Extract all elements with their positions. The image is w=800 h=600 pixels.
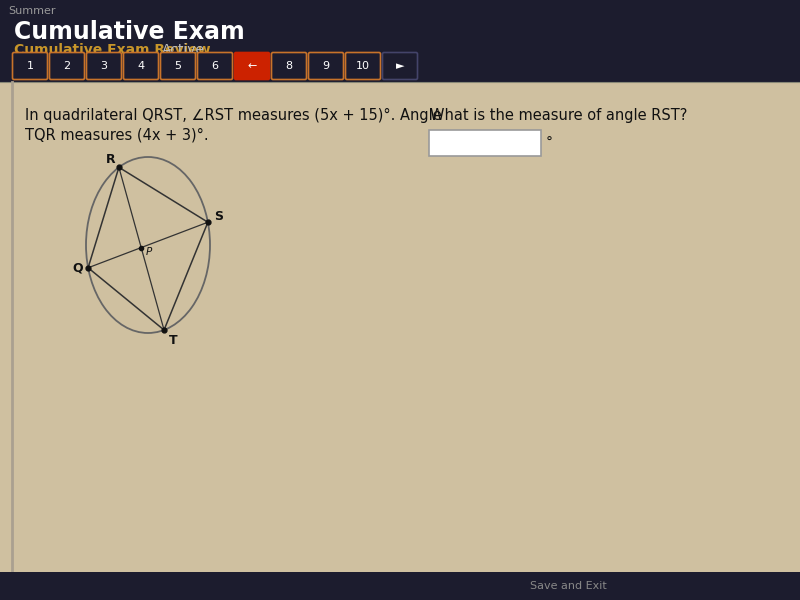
Text: ►: ► (396, 61, 404, 71)
Text: 4: 4 (138, 61, 145, 71)
Text: Cumulative Exam: Cumulative Exam (14, 20, 245, 44)
Text: 5: 5 (174, 61, 182, 71)
FancyBboxPatch shape (161, 52, 195, 79)
Text: 8: 8 (286, 61, 293, 71)
FancyBboxPatch shape (382, 52, 418, 79)
FancyBboxPatch shape (198, 52, 233, 79)
FancyBboxPatch shape (86, 52, 122, 79)
Text: P: P (146, 247, 153, 257)
Text: Cumulative Exam Review: Cumulative Exam Review (14, 43, 210, 57)
Text: In quadrilateral QRST, ∠RST measures (5x + 15)°. Angle: In quadrilateral QRST, ∠RST measures (5x… (25, 108, 442, 123)
Text: 9: 9 (322, 61, 330, 71)
Text: R: R (106, 153, 115, 166)
Text: 2: 2 (63, 61, 70, 71)
FancyBboxPatch shape (0, 82, 800, 600)
Text: T: T (169, 334, 178, 347)
Text: 10: 10 (356, 61, 370, 71)
FancyBboxPatch shape (50, 52, 85, 79)
Text: Q: Q (72, 261, 82, 274)
Text: S: S (214, 210, 223, 223)
Text: 1: 1 (26, 61, 34, 71)
FancyBboxPatch shape (0, 572, 800, 600)
Text: Active: Active (162, 43, 205, 57)
FancyBboxPatch shape (346, 52, 381, 79)
FancyBboxPatch shape (271, 52, 306, 79)
FancyBboxPatch shape (234, 52, 270, 79)
Text: TQR measures (4x + 3)°.: TQR measures (4x + 3)°. (25, 128, 209, 143)
FancyBboxPatch shape (429, 130, 541, 156)
FancyBboxPatch shape (13, 52, 47, 79)
Text: 6: 6 (211, 61, 218, 71)
FancyBboxPatch shape (309, 52, 343, 79)
FancyBboxPatch shape (123, 52, 158, 79)
Text: Save and Exit: Save and Exit (530, 581, 606, 591)
Text: What is the measure of angle RST?: What is the measure of angle RST? (430, 108, 687, 123)
Text: 3: 3 (101, 61, 107, 71)
Text: ←: ← (247, 61, 257, 71)
Text: °: ° (546, 136, 553, 150)
Text: Summer: Summer (8, 6, 55, 16)
